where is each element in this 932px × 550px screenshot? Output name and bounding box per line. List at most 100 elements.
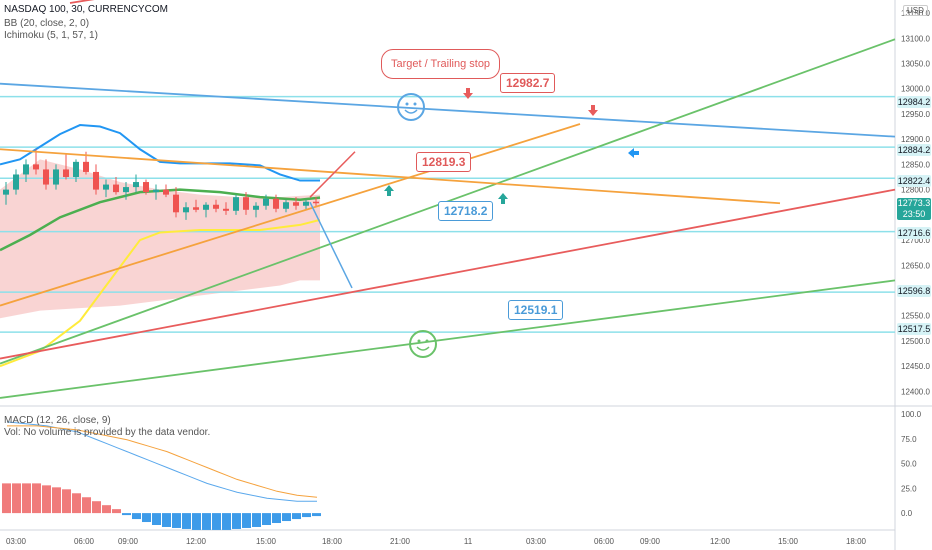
- macd-histogram-bar: [312, 513, 321, 517]
- annotation-12982: 12982.7: [500, 73, 556, 93]
- macd-histogram-bar: [292, 513, 301, 520]
- target-callout: Target / Trailing stop: [381, 49, 501, 79]
- bb-upper-line: [0, 124, 320, 182]
- macd-tick-label: 25.0: [901, 484, 917, 493]
- price-tag: 12517.5: [897, 323, 931, 335]
- macd-histogram-bar: [62, 489, 71, 514]
- y-tick-label: 12950.0: [901, 110, 930, 119]
- macd-histogram-bar: [162, 513, 171, 527]
- current-price: 12773.3: [897, 198, 931, 208]
- macd-histogram-bar: [152, 513, 161, 525]
- candle-body: [143, 182, 149, 193]
- price-tag: 12884.2: [897, 144, 931, 156]
- arrow-up-icon: [384, 185, 394, 196]
- x-tick-label: 03:00: [526, 537, 547, 546]
- macd-histogram-bar: [212, 513, 221, 530]
- candle-body: [173, 194, 179, 213]
- x-tick-label: 03:00: [6, 537, 27, 546]
- candle-body: [13, 174, 19, 190]
- x-tick-label: 12:00: [710, 537, 731, 546]
- price-tag: 12716.6: [897, 227, 931, 239]
- macd-histogram-bar: [122, 513, 131, 516]
- red-trendline: [0, 188, 896, 360]
- volume-indicator-label[interactable]: Vol: No volume is provided by the data v…: [4, 427, 211, 438]
- candle-body: [113, 184, 119, 193]
- candle-body: [223, 208, 229, 211]
- x-tick-label: 18:00: [846, 537, 867, 546]
- macd-histogram-bar: [102, 505, 111, 514]
- y-tick-label: 12850.0: [901, 160, 930, 169]
- macd-tick-label: 100.0: [901, 410, 922, 419]
- orange-trendline-down: [0, 148, 781, 205]
- candle-body: [203, 204, 209, 210]
- macd-histogram-bar: [52, 487, 61, 514]
- x-tick-label: 18:00: [322, 537, 343, 546]
- neutral-face-icon-eye: [425, 339, 429, 343]
- price-tag: 12822.4: [897, 175, 931, 187]
- x-tick-label: 15:00: [778, 537, 799, 546]
- smiley-face-icon: [397, 93, 425, 121]
- x-tick-label: 12:00: [186, 537, 207, 546]
- macd-histogram-bar: [22, 483, 31, 514]
- bar-countdown: 23:50: [902, 209, 926, 219]
- macd-histogram-bar: [302, 513, 311, 518]
- macd-histogram-bar: [182, 513, 191, 529]
- macd-histogram-bar: [222, 513, 231, 530]
- symbol-title: NASDAQ 100, 30, CURRENCYCOM: [4, 4, 168, 15]
- macd-histogram-bar: [92, 501, 101, 514]
- smiley-face-icon-eye: [413, 102, 417, 106]
- x-tick-label: 09:00: [640, 537, 661, 546]
- price-tag: 12984.2: [897, 96, 931, 108]
- macd-histogram-bar: [272, 513, 281, 524]
- candle-body: [53, 169, 59, 185]
- y-tick-label: 12450.0: [901, 362, 930, 371]
- signal-line: [7, 425, 318, 498]
- y-tick-label: 12650.0: [901, 261, 930, 270]
- candle-body: [123, 187, 129, 193]
- candle-body: [103, 184, 109, 190]
- candle-body: [183, 207, 189, 213]
- candle-body: [253, 205, 259, 210]
- candle-body: [263, 198, 269, 206]
- macd-indicator-label[interactable]: MACD (12, 26, close, 9): [4, 415, 111, 426]
- macd-histogram-bar: [192, 513, 201, 530]
- price-tag: 12596.8: [897, 285, 931, 297]
- annotation-12519: 12519.1: [508, 300, 564, 320]
- currency-badge[interactable]: USD: [903, 5, 928, 16]
- y-tick-label: 13100.0: [901, 34, 930, 43]
- macd-histogram-bar: [232, 513, 241, 529]
- macd-histogram-bar: [172, 513, 181, 528]
- y-tick-label: 13150.0: [901, 9, 930, 18]
- candle-body: [313, 201, 319, 204]
- candle-body: [293, 202, 299, 206]
- arrow-down-icon: [463, 88, 473, 99]
- y-tick-label: 12500.0: [901, 337, 930, 346]
- macd-histogram-bar: [2, 483, 11, 514]
- y-tick-label: 12900.0: [901, 135, 930, 144]
- ichimoku-cloud: [0, 159, 320, 319]
- candle-body: [73, 161, 79, 177]
- arrow-up-icon: [498, 193, 508, 204]
- candle-body: [153, 189, 159, 193]
- macd-histogram-bar: [132, 513, 141, 520]
- neutral-face-icon: [409, 330, 437, 358]
- ichimoku-conversion-line: [0, 218, 321, 368]
- bb-indicator-label[interactable]: BB (20, close, 2, 0): [4, 18, 90, 29]
- macd-tick-label: 75.0: [901, 435, 917, 444]
- x-tick-label: 11: [464, 537, 473, 546]
- green-trendline-lower: [0, 279, 896, 399]
- blue-trendline: [0, 82, 896, 138]
- neutral-face-icon-mouth: [416, 346, 430, 351]
- candle-body: [93, 171, 99, 190]
- candle-body: [63, 169, 69, 177]
- x-tick-label: 09:00: [118, 537, 139, 546]
- arrow-down-icon: [588, 105, 598, 116]
- ichimoku-indicator-label[interactable]: Ichimoku (5, 1, 57, 1): [4, 30, 98, 41]
- candle-body: [3, 189, 9, 195]
- y-tick-label: 12800.0: [901, 186, 930, 195]
- candle-body: [43, 169, 49, 185]
- macd-histogram-bar: [282, 513, 291, 522]
- neutral-face-icon-eye: [417, 339, 421, 343]
- smiley-face-icon-mouth: [404, 109, 418, 114]
